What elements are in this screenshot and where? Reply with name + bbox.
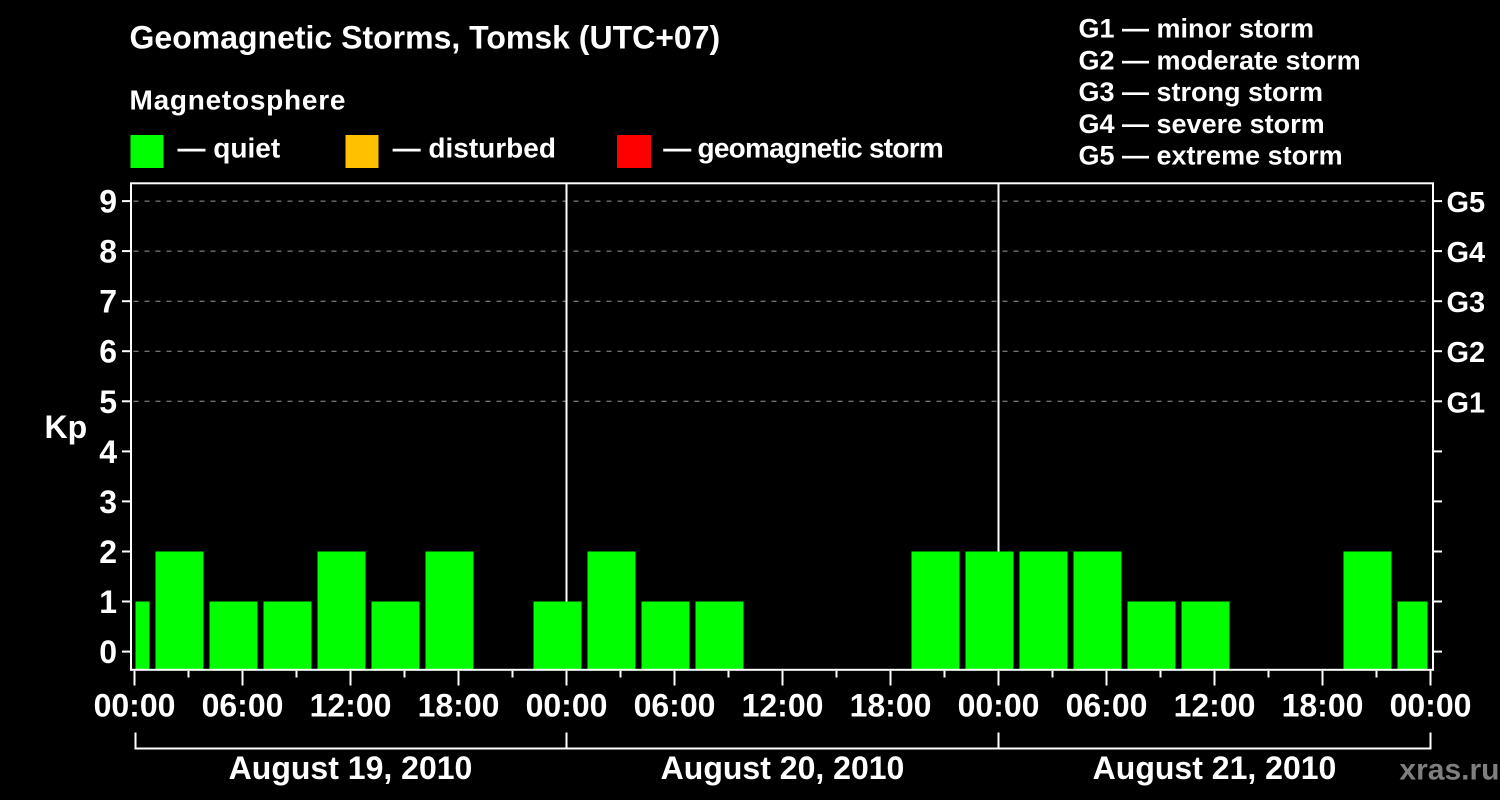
svg-text:5: 5 [99, 384, 117, 420]
svg-text:06:00: 06:00 [1066, 688, 1148, 724]
svg-text:G3: G3 [1447, 287, 1486, 319]
svg-text:xras.ru: xras.ru [1399, 753, 1499, 786]
svg-text:0: 0 [99, 634, 117, 670]
svg-text:— quiet: — quiet [178, 133, 281, 164]
svg-text:G4 — severe storm: G4 — severe storm [1079, 109, 1325, 139]
svg-text:7: 7 [99, 284, 117, 320]
svg-text:4: 4 [99, 434, 117, 470]
svg-text:Kp: Kp [45, 409, 88, 445]
svg-text:12:00: 12:00 [742, 688, 824, 724]
svg-text:18:00: 18:00 [418, 688, 500, 724]
svg-text:G5 — extreme storm: G5 — extreme storm [1079, 141, 1343, 171]
svg-text:— geomagnetic storm: — geomagnetic storm [663, 133, 943, 164]
svg-text:August 19, 2010: August 19, 2010 [229, 750, 473, 786]
svg-text:00:00: 00:00 [1390, 688, 1472, 724]
svg-text:G2: G2 [1447, 337, 1486, 369]
svg-text:2: 2 [99, 534, 117, 570]
svg-text:— disturbed: — disturbed [393, 133, 556, 164]
svg-text:8: 8 [99, 234, 117, 270]
svg-text:9: 9 [99, 184, 117, 220]
svg-text:August 21, 2010: August 21, 2010 [1093, 750, 1337, 786]
svg-text:12:00: 12:00 [1174, 688, 1256, 724]
svg-text:6: 6 [99, 334, 117, 370]
svg-text:18:00: 18:00 [850, 688, 932, 724]
svg-text:06:00: 06:00 [202, 688, 284, 724]
svg-text:00:00: 00:00 [526, 688, 608, 724]
svg-text:18:00: 18:00 [1282, 688, 1364, 724]
svg-text:06:00: 06:00 [634, 688, 716, 724]
svg-text:Geomagnetic Storms, Tomsk (UTC: Geomagnetic Storms, Tomsk (UTC+07) [130, 19, 721, 55]
svg-text:G1: G1 [1447, 387, 1486, 419]
svg-text:00:00: 00:00 [94, 688, 176, 724]
svg-text:G4: G4 [1447, 237, 1486, 269]
svg-text:G5: G5 [1447, 187, 1486, 219]
svg-text:12:00: 12:00 [310, 688, 392, 724]
svg-text:Magnetosphere: Magnetosphere [130, 85, 347, 116]
svg-text:G3 — strong storm: G3 — strong storm [1079, 77, 1324, 107]
svg-text:3: 3 [99, 484, 117, 520]
svg-text:00:00: 00:00 [958, 688, 1040, 724]
svg-text:August 20, 2010: August 20, 2010 [661, 750, 905, 786]
svg-text:1: 1 [99, 584, 117, 620]
svg-text:G1 — minor storm: G1 — minor storm [1079, 14, 1315, 44]
svg-text:G2 — moderate storm: G2 — moderate storm [1079, 45, 1361, 75]
